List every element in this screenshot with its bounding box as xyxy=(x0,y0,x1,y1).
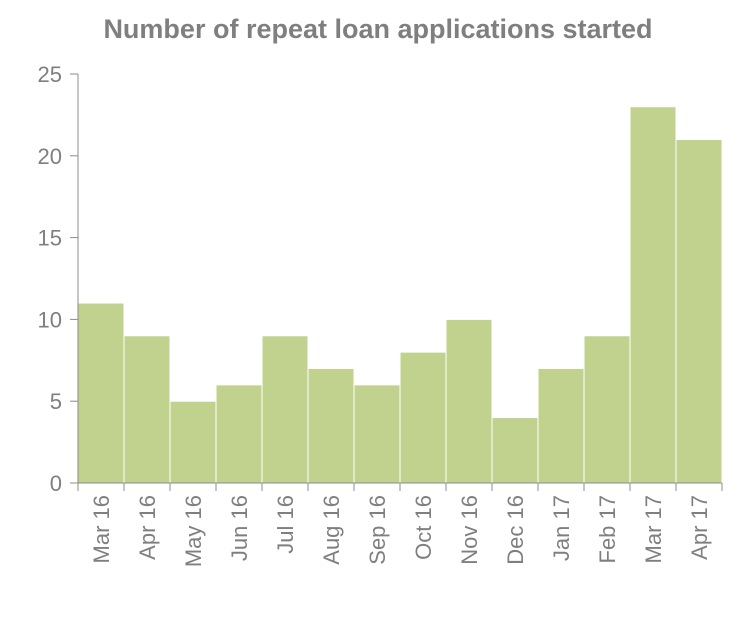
bar-nov-16 xyxy=(445,318,493,484)
x-tick-label: Mar 16 xyxy=(89,495,114,563)
y-axis: 0 5 10 15 20 25 xyxy=(38,62,79,496)
bar-jun-16 xyxy=(215,384,263,484)
bar-jan-17 xyxy=(537,367,585,484)
y-tick-label: 15 xyxy=(38,226,62,251)
bar-feb-17 xyxy=(583,335,631,484)
bar-apr-17 xyxy=(675,138,723,484)
bar-aug-16 xyxy=(307,367,355,484)
x-tick-label: Oct 16 xyxy=(411,495,436,560)
bar-dec-16 xyxy=(491,417,539,484)
bar-mar-17 xyxy=(629,106,677,484)
x-tick-label: Jul 16 xyxy=(273,495,298,554)
bars-group xyxy=(77,106,723,484)
x-tick-label: Dec 16 xyxy=(503,495,528,565)
bar-apr-16 xyxy=(123,335,171,484)
x-tick-label: Feb 17 xyxy=(595,495,620,564)
x-axis: Mar 16 Apr 16 May 16 Jun 16 Jul 16 Aug 16 Sep … xyxy=(70,482,723,567)
bar-may-16 xyxy=(169,400,217,484)
bar-sep-16 xyxy=(353,384,401,484)
x-tick-label: Aug 16 xyxy=(319,495,344,565)
bar-oct-16 xyxy=(399,351,447,484)
x-tick-label: Mar 17 xyxy=(641,495,666,563)
x-tick-label: May 16 xyxy=(181,495,206,567)
x-tick-label: Apr 17 xyxy=(687,495,712,560)
x-tick-label: Apr 16 xyxy=(135,495,160,560)
y-tick-label: 20 xyxy=(38,144,62,169)
x-tick-label: Jun 16 xyxy=(227,495,252,561)
chart-title: Number of repeat loan applications start… xyxy=(103,14,653,44)
bar-jul-16 xyxy=(261,335,309,484)
y-tick-label: 10 xyxy=(38,307,62,332)
bar-mar-16 xyxy=(77,302,125,484)
x-tick-label: Jan 17 xyxy=(549,495,574,561)
y-tick-label: 25 xyxy=(38,62,62,87)
x-tick-label: Nov 16 xyxy=(457,495,482,565)
y-tick-label: 0 xyxy=(50,471,62,496)
y-tick-label: 5 xyxy=(50,389,62,414)
x-tick-label: Sep 16 xyxy=(365,495,390,565)
